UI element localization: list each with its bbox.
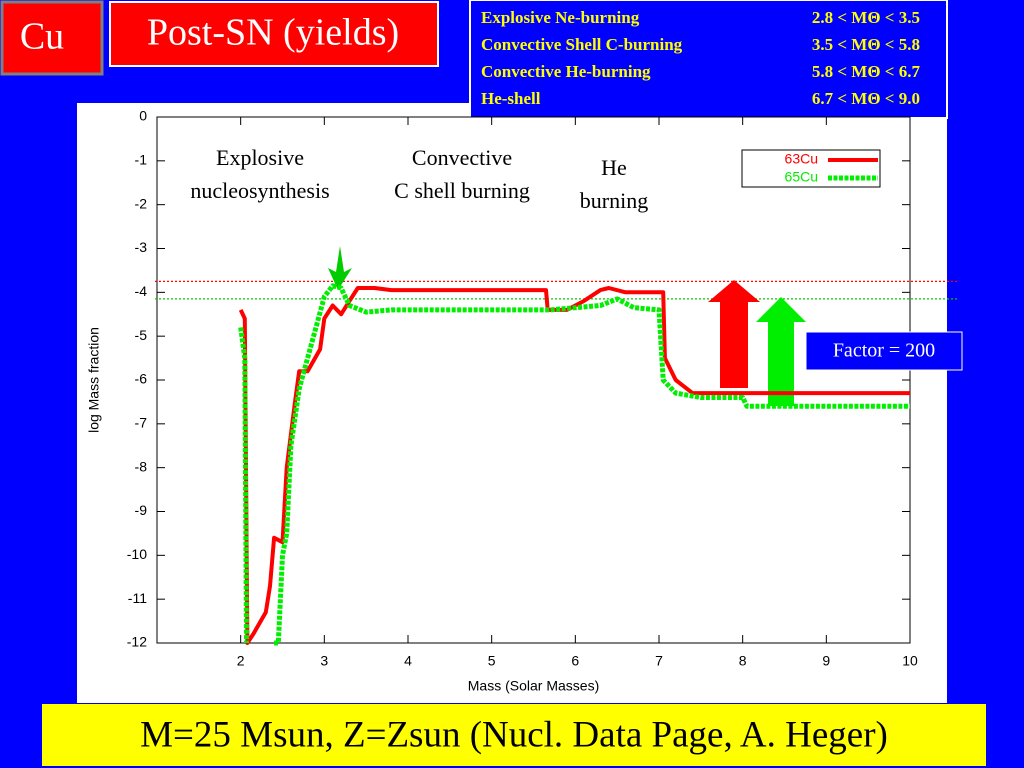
y-tick-label: -1 [135, 152, 148, 168]
annotation: Explosive [216, 145, 304, 170]
table-box [469, 0, 948, 119]
x-tick-label: 4 [404, 653, 412, 669]
series-line [238, 286, 910, 645]
y-tick-label: -2 [135, 195, 148, 211]
element-label: Cu [20, 16, 64, 58]
table-process: Convective Shell C-burning [481, 35, 683, 54]
y-tick-label: -12 [127, 634, 147, 650]
pointer-arrow [328, 246, 352, 290]
x-tick-label: 2 [237, 653, 245, 669]
element-box [0, 0, 104, 76]
x-tick-label: 9 [822, 653, 830, 669]
slide-title: Post-SN (yields) [147, 12, 399, 54]
y-tick-label: -6 [135, 371, 148, 387]
series-line [238, 283, 910, 646]
footer-box [42, 704, 986, 766]
chart-panel [77, 103, 947, 703]
x-tick-label: 3 [320, 653, 328, 669]
arrow-red [708, 280, 760, 388]
x-tick-label: 6 [571, 653, 579, 669]
annotation: C shell burning [394, 178, 530, 203]
footer: M=25 Msun, Z=Zsun (Nucl. Data Page, A. H… [140, 714, 888, 755]
y-tick-label: -7 [135, 415, 148, 431]
title-box [109, 1, 439, 67]
legend-label: 63Cu [785, 151, 818, 167]
y-tick-label: 0 [139, 108, 147, 124]
table-range: 2.8 < MΘ < 3.5 [812, 8, 920, 27]
annotation: He [601, 155, 627, 180]
y-tick-label: -3 [135, 239, 148, 255]
table-process: Convective He-burning [481, 62, 651, 81]
x-axis-label: Mass (Solar Masses) [468, 678, 599, 694]
x-tick-label: 8 [739, 653, 747, 669]
table-range: 6.7 < MΘ < 9.0 [812, 89, 920, 108]
table-range: 5.8 < MΘ < 6.7 [812, 62, 921, 81]
factor-box [805, 331, 963, 371]
table-range: 3.5 < MΘ < 5.8 [812, 35, 920, 54]
table-process: He-shell [481, 89, 541, 108]
annotation: Convective [412, 145, 512, 170]
y-tick-label: -11 [128, 590, 147, 606]
factor-label: Factor = 200 [833, 340, 935, 362]
y-tick-label: -9 [135, 502, 148, 518]
table-process: Explosive Ne-burning [481, 8, 640, 27]
y-tick-label: -4 [135, 283, 148, 299]
annotation: burning [580, 188, 648, 213]
legend-label: 65Cu [785, 169, 818, 185]
x-tick-label: 10 [902, 653, 918, 669]
legend-box [741, 149, 881, 188]
arrow-green [756, 297, 806, 406]
y-tick-label: -8 [135, 458, 148, 474]
x-tick-label: 5 [488, 653, 496, 669]
x-tick-label: 7 [655, 653, 663, 669]
y-axis-label: log Mass fraction [86, 327, 102, 433]
y-tick-label: -5 [135, 327, 148, 343]
annotation: nucleosynthesis [190, 178, 329, 203]
y-tick-label: -10 [127, 546, 147, 562]
